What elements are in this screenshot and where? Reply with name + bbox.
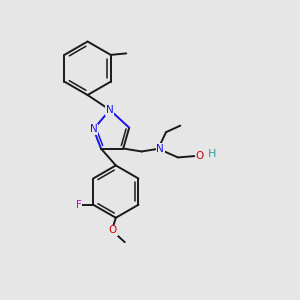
- Text: F: F: [76, 200, 82, 210]
- Text: N: N: [156, 143, 164, 154]
- Text: O: O: [196, 151, 204, 161]
- Text: H: H: [208, 149, 216, 159]
- Text: N: N: [90, 124, 98, 134]
- Text: O: O: [109, 225, 117, 235]
- Text: N: N: [106, 105, 114, 115]
